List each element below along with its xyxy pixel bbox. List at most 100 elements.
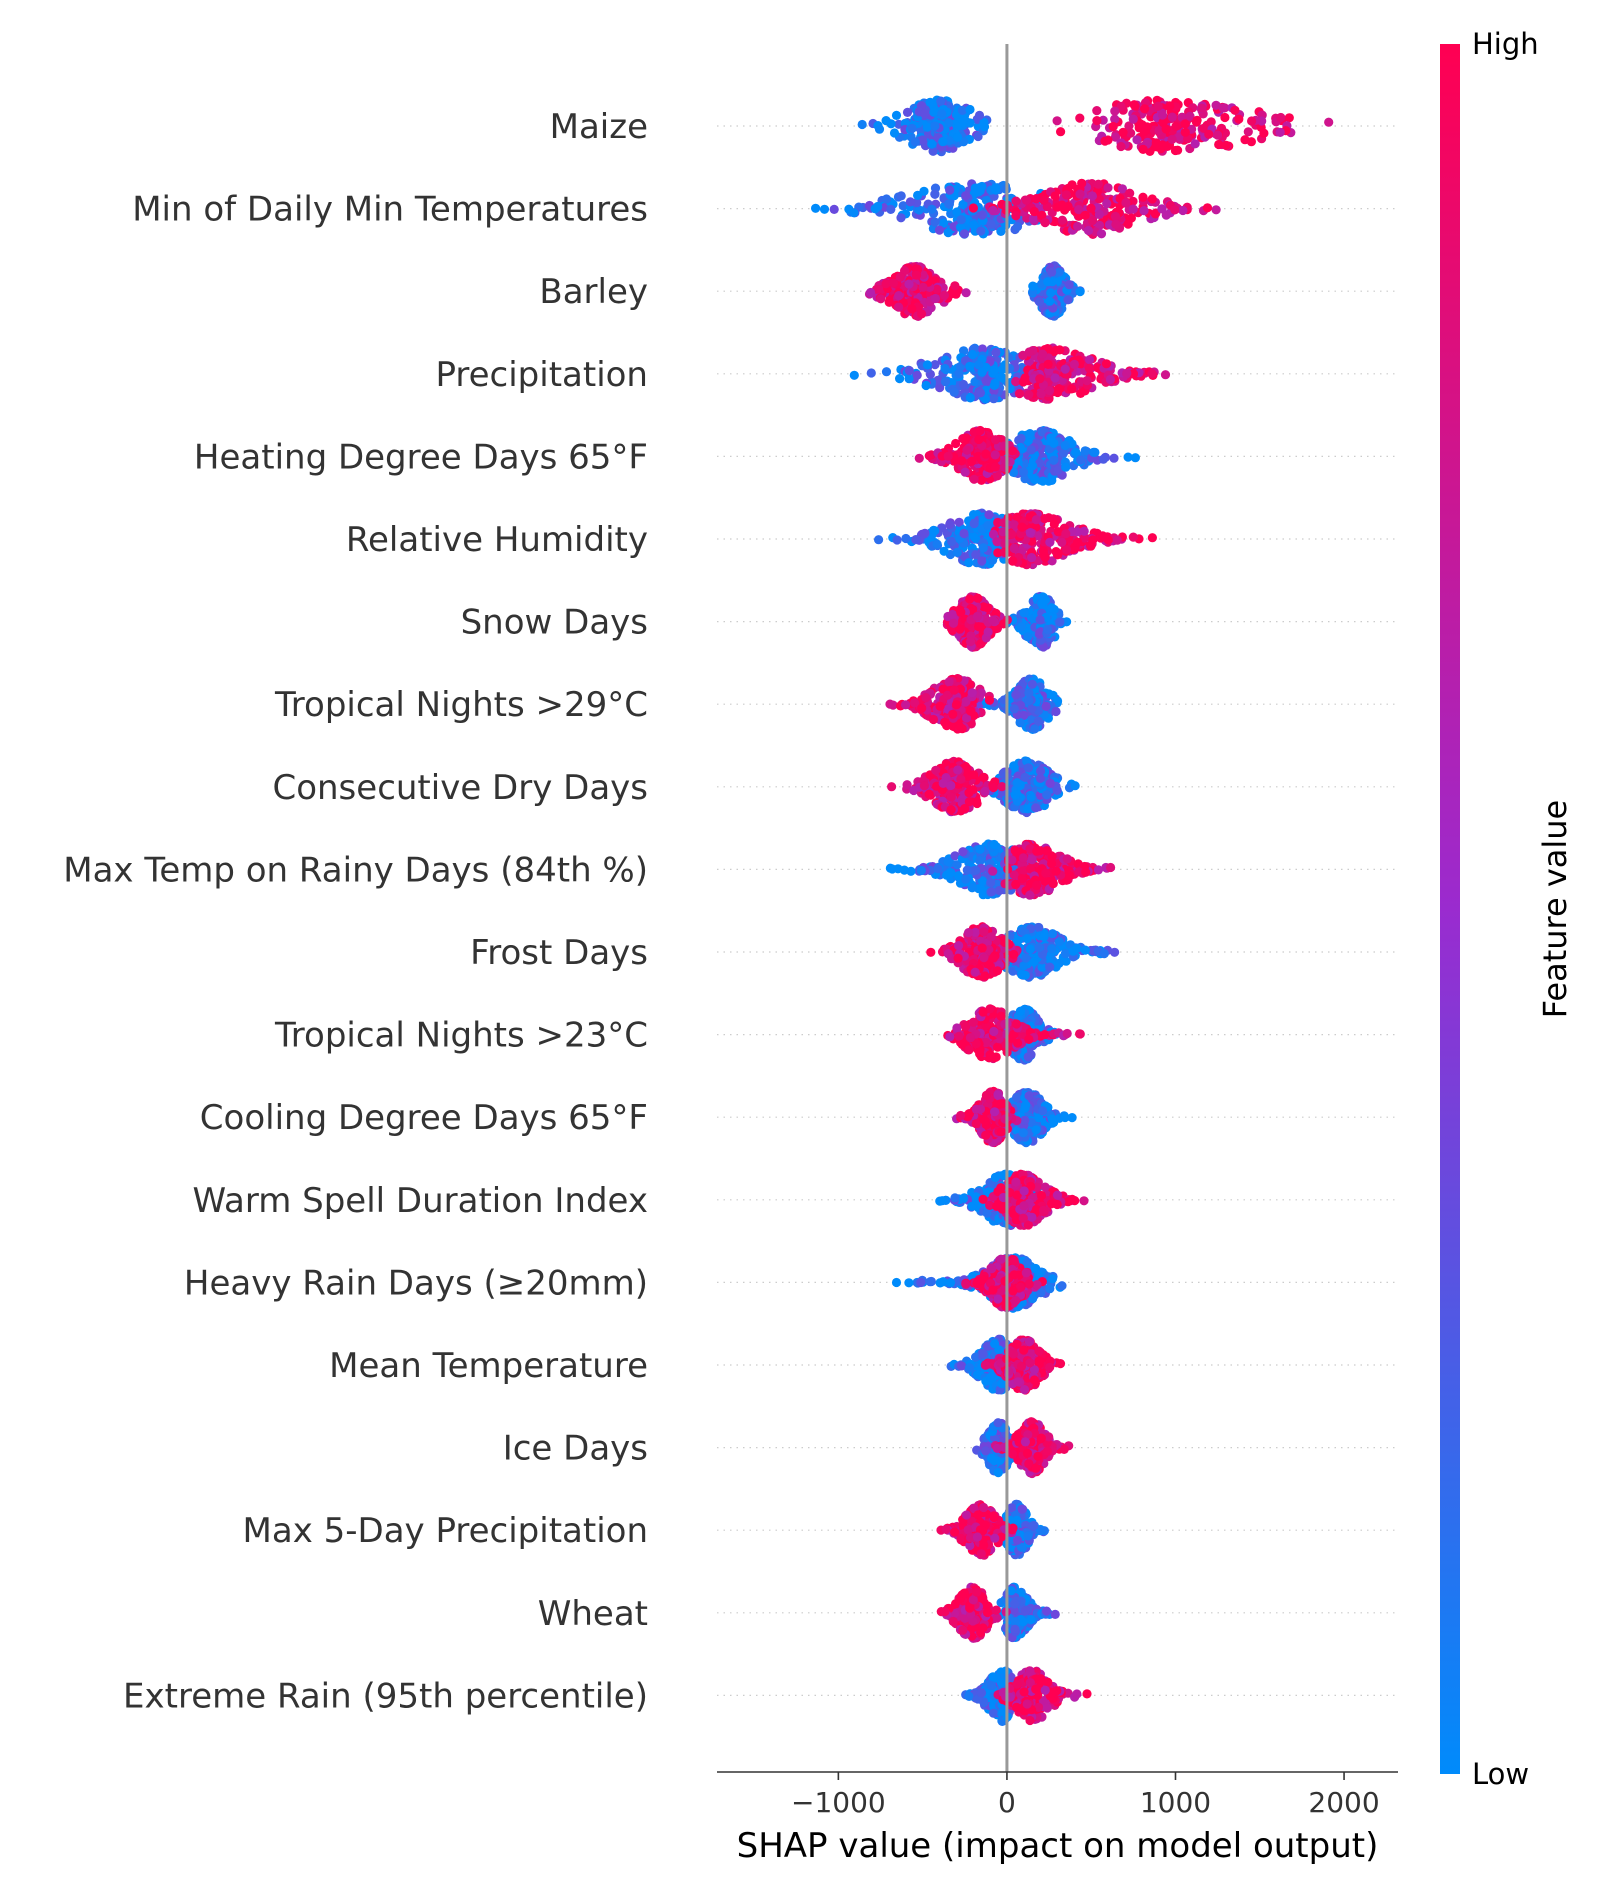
data-point xyxy=(1010,790,1020,800)
data-point xyxy=(1110,211,1120,221)
data-point xyxy=(1027,553,1037,563)
data-point xyxy=(1052,116,1062,126)
data-point xyxy=(974,434,984,445)
data-point xyxy=(967,688,977,698)
data-point xyxy=(1103,535,1113,545)
data-point xyxy=(991,185,1001,195)
data-point xyxy=(1180,127,1190,137)
data-point xyxy=(829,204,839,214)
data-point xyxy=(1032,880,1042,891)
feature-label: Max 5-Day Precipitation xyxy=(243,1511,648,1551)
data-point xyxy=(957,456,967,466)
data-point xyxy=(960,467,970,477)
data-point xyxy=(940,363,950,374)
data-point xyxy=(1061,190,1071,200)
data-point xyxy=(1324,117,1334,127)
data-point xyxy=(1165,101,1175,111)
data-point xyxy=(1028,214,1038,224)
data-point xyxy=(951,700,962,710)
data-point xyxy=(906,866,916,876)
data-point xyxy=(1062,854,1072,864)
data-point xyxy=(939,218,949,228)
data-point xyxy=(907,304,917,314)
data-point xyxy=(1121,198,1131,208)
data-point xyxy=(951,438,961,449)
data-point xyxy=(961,191,971,201)
data-point xyxy=(1024,696,1034,706)
feature-label: Max Temp on Rainy Days (84th %) xyxy=(63,850,648,890)
data-point xyxy=(914,205,924,215)
data-point xyxy=(969,474,979,484)
data-point xyxy=(1123,452,1133,462)
data-point xyxy=(917,703,927,713)
data-point xyxy=(1027,461,1038,471)
data-point xyxy=(1087,191,1097,201)
data-point xyxy=(1284,113,1294,123)
data-point xyxy=(1026,792,1036,803)
data-point xyxy=(990,450,1000,460)
data-point xyxy=(996,226,1006,236)
data-point xyxy=(1038,476,1048,486)
data-point xyxy=(1240,135,1250,145)
data-point xyxy=(1042,790,1052,800)
data-point xyxy=(952,547,962,558)
data-point xyxy=(1053,387,1063,398)
data-point xyxy=(946,805,956,815)
data-point xyxy=(902,780,912,790)
data-point xyxy=(946,792,956,802)
data-point xyxy=(939,546,949,556)
data-point xyxy=(990,435,1001,445)
data-point xyxy=(1221,140,1231,150)
data-point xyxy=(975,844,985,854)
data-point xyxy=(977,181,987,192)
data-point xyxy=(958,116,968,126)
data-point xyxy=(1016,433,1026,443)
data-point xyxy=(1125,188,1135,198)
data-point xyxy=(961,288,971,298)
data-point xyxy=(952,207,962,217)
data-point xyxy=(1039,195,1049,205)
data-point xyxy=(930,189,940,199)
data-point xyxy=(1040,514,1050,524)
data-point xyxy=(1178,205,1188,216)
data-point xyxy=(949,685,959,695)
data-point xyxy=(927,139,937,149)
data-point xyxy=(931,765,941,775)
data-point xyxy=(1019,608,1029,618)
data-point xyxy=(1130,453,1140,463)
feature-label: Tropical Nights >29°C xyxy=(274,685,648,725)
data-point xyxy=(1051,866,1061,876)
data-point xyxy=(1045,296,1055,306)
data-point xyxy=(1171,121,1181,131)
data-point xyxy=(874,124,885,134)
data-point xyxy=(1073,221,1083,231)
data-point xyxy=(857,119,867,130)
data-point xyxy=(1025,429,1035,439)
data-point xyxy=(1075,189,1085,199)
data-point xyxy=(1075,287,1085,297)
data-point xyxy=(1129,100,1139,110)
data-point xyxy=(1206,117,1216,127)
feature-label: Heavy Rain Days (≥20mm) xyxy=(184,1263,648,1303)
data-point xyxy=(887,782,897,792)
data-point xyxy=(912,370,922,380)
data-point xyxy=(1034,297,1045,307)
data-point xyxy=(965,393,975,403)
data-point xyxy=(990,462,1000,472)
data-point xyxy=(1123,219,1133,229)
data-point xyxy=(983,603,993,613)
data-point xyxy=(1213,130,1223,140)
data-point xyxy=(881,367,892,377)
data-point xyxy=(944,118,954,128)
data-point xyxy=(1079,526,1089,536)
data-point xyxy=(998,373,1008,383)
data-point xyxy=(1021,195,1032,205)
data-point xyxy=(1038,349,1048,359)
data-point xyxy=(960,804,970,814)
data-point xyxy=(1204,129,1214,139)
feature-label: Tropical Nights >23°C xyxy=(274,1016,648,1056)
data-point xyxy=(988,615,998,625)
data-point xyxy=(975,388,986,398)
data-point xyxy=(947,609,958,620)
data-point xyxy=(1220,112,1230,123)
